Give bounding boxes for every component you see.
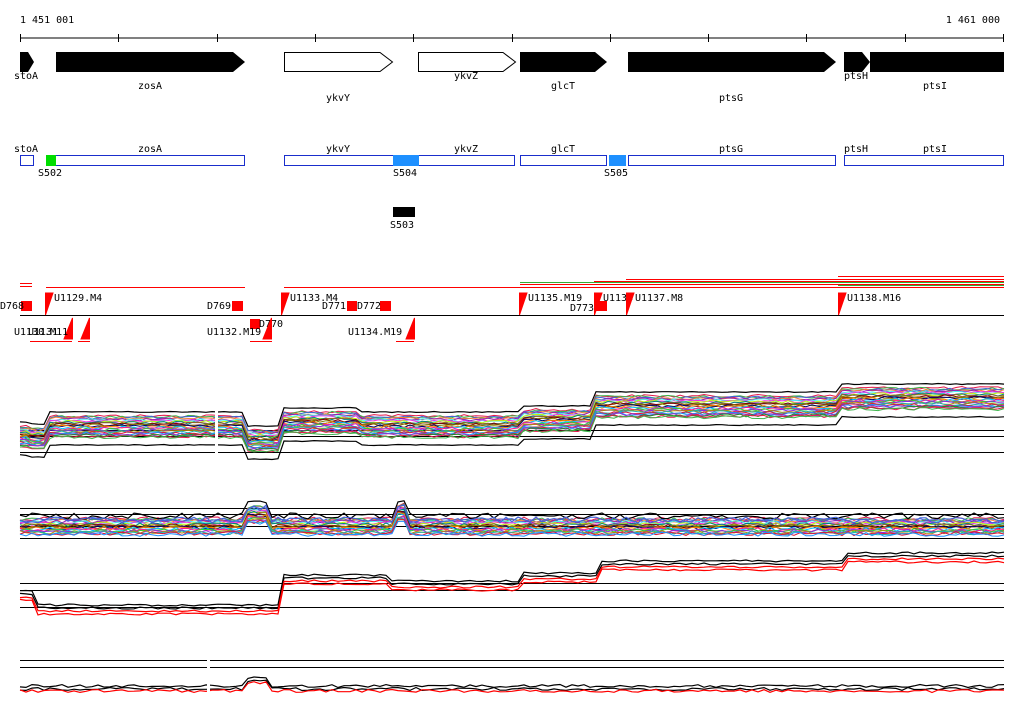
segment-box-ptsG[interactable] (628, 155, 836, 166)
gene-label-ykvY: ykvY (326, 93, 350, 104)
gene-arrow-ptsI[interactable] (870, 52, 1004, 72)
feature-label-U1136: U1136 (603, 293, 633, 304)
profile-line (19, 681, 1005, 694)
expression-profile-panel-4 (19, 655, 1005, 695)
feature-label-U1134: U1134.M19 (348, 327, 402, 338)
feature-label-U1132: U1132.M19 (207, 327, 261, 338)
feature-label-D773: D773 (570, 303, 594, 314)
gene-arrow-ptsH[interactable] (844, 52, 870, 72)
segment-label-ptsH: ptsH (844, 144, 868, 155)
feature-flag-U1134[interactable] (405, 317, 415, 340)
expression-profile-panel-3 (19, 551, 1005, 616)
feature-box-D773[interactable] (596, 301, 607, 311)
profile-line (19, 676, 1005, 689)
feature-flag-U1133[interactable] (281, 292, 290, 316)
feature-box-D770[interactable] (250, 319, 260, 329)
profile-line (19, 551, 1005, 607)
profile-line (19, 520, 1005, 537)
segment-box-glcT[interactable] (520, 155, 607, 166)
profile-line (19, 407, 1005, 453)
expression-profile-panel-1 (19, 382, 1005, 461)
gene-arrow-ykvY[interactable] (284, 52, 394, 72)
profile-line (19, 517, 1005, 536)
feature-box-D771[interactable] (347, 301, 357, 311)
site-marker-S504[interactable] (393, 155, 419, 166)
feature-label-U1129: U1129.M4 (54, 293, 102, 304)
site-label-S502: S502 (38, 168, 62, 179)
feature-label-D771: D771 (322, 301, 346, 312)
segment-label-stoA: stoA (14, 144, 38, 155)
site-marker-S502[interactable] (46, 155, 56, 166)
feature-label-D769: D769 (207, 301, 231, 312)
gene-label-ykvZ: ykvZ (454, 71, 478, 82)
feature-box-D768[interactable] (21, 301, 32, 311)
gene-track: stoA zosA ykvY ykvZ glcT ptsG ptsH ptsI (14, 52, 1004, 104)
gene-label-zosA: zosA (138, 81, 162, 92)
data-gap (215, 400, 218, 460)
gene-label-stoA: stoA (14, 71, 38, 82)
feature-flag-U1135[interactable] (519, 292, 528, 316)
profile-line (19, 560, 1005, 616)
ruler-ticks (20, 34, 1004, 42)
expression-profile-panel-2 (19, 500, 1005, 539)
profile-line (19, 557, 1005, 613)
feature-track: D768 U1129.M4 D769 U1133.M4 D771 D772 U1… (0, 276, 1004, 342)
feature-flag-U1132[interactable] (262, 317, 272, 340)
feature-box-D769[interactable] (232, 301, 243, 311)
profile-line (19, 393, 1005, 440)
gene-arrow-ykvZ[interactable] (418, 52, 517, 72)
gene-arrow-ptsG[interactable] (628, 52, 836, 72)
feature-label-U1131: U1131 (28, 327, 58, 338)
gene-arrow-zosA[interactable] (56, 52, 245, 72)
profile-line (19, 388, 1005, 435)
profile-line (19, 401, 1005, 447)
segment-box-ptsH-ptsI[interactable] (844, 155, 1004, 166)
segment-track: stoA zosA ykvY ykvZ glcT ptsG ptsH ptsI … (14, 144, 1004, 231)
feature-label-U1138: U1138.M16 (847, 293, 901, 304)
segment-label-ptsG: ptsG (719, 144, 743, 155)
segment-label-ykvZ: ykvZ (454, 144, 478, 155)
end-coordinate: 1 461 000 (946, 15, 1000, 26)
feature-flag-U1136[interactable] (594, 292, 603, 316)
data-gap (207, 655, 210, 695)
feature-label-D772: D772 (357, 301, 381, 312)
site-label-S504: S504 (393, 168, 417, 179)
site-marker-S505[interactable] (609, 155, 626, 166)
start-coordinate: 1 451 001 (20, 15, 74, 26)
segment-label-glcT: glcT (551, 144, 575, 155)
feature-flag-U1137[interactable] (626, 292, 635, 316)
site-marker-S503[interactable] (393, 207, 415, 217)
feature-label-D768: D768 (0, 301, 24, 312)
gene-label-ptsI: ptsI (923, 81, 947, 92)
gene-arrow-glcT[interactable] (520, 52, 607, 72)
segment-box-stoA[interactable] (20, 155, 34, 166)
gene-arrow-stoA[interactable] (20, 52, 34, 72)
gene-label-ptsH: ptsH (844, 71, 868, 82)
profile-line (19, 504, 1005, 524)
profile-line (19, 500, 1005, 520)
feature-flag-U1130[interactable] (63, 317, 73, 340)
site-label-S503: S503 (390, 220, 414, 231)
feature-flag-U1129[interactable] (45, 292, 54, 316)
segment-label-ptsI: ptsI (923, 144, 947, 155)
feature-box-D772[interactable] (380, 301, 391, 311)
profile-line (19, 554, 1005, 610)
coordinate-ruler: 1 451 001 1 461 000 (20, 15, 1004, 42)
gene-label-glcT: glcT (551, 81, 575, 92)
segment-label-zosA: zosA (138, 144, 162, 155)
feature-label-U1130: U1130.M11 (14, 327, 68, 338)
feature-label-U1137: U1137.M8 (635, 293, 683, 304)
segment-label-ykvY: ykvY (326, 144, 350, 155)
segment-box-zosA[interactable] (46, 155, 245, 166)
feature-label-U1135: U1135.M19 (528, 293, 582, 304)
feature-flag-U1131[interactable] (80, 317, 90, 340)
gene-label-ptsG: ptsG (719, 93, 743, 104)
feature-label-U1133: U1133.M4 (290, 293, 338, 304)
site-label-S505: S505 (604, 168, 628, 179)
feature-flag-U1138[interactable] (838, 292, 847, 316)
profile-line (19, 415, 1005, 461)
profile-line (19, 382, 1005, 427)
